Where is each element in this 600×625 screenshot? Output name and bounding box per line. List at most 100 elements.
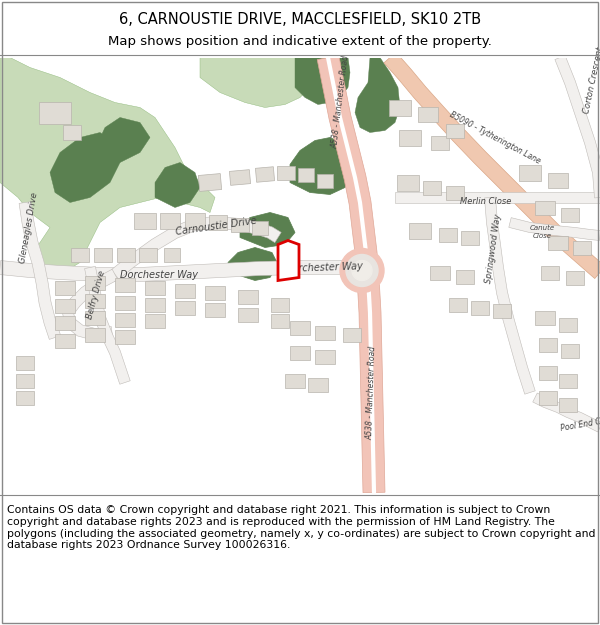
Bar	[145, 314, 165, 328]
Bar	[63, 125, 81, 140]
Bar	[271, 298, 289, 311]
Bar	[271, 314, 289, 328]
Polygon shape	[19, 202, 61, 339]
Polygon shape	[290, 138, 355, 194]
Text: Pool End Close: Pool End Close	[560, 414, 600, 432]
Polygon shape	[62, 269, 118, 341]
Bar	[252, 221, 268, 234]
Bar	[115, 296, 135, 309]
Polygon shape	[395, 191, 600, 204]
Text: Merlin Close: Merlin Close	[460, 198, 511, 206]
Bar	[209, 215, 227, 230]
Bar	[559, 398, 577, 411]
Bar	[430, 266, 450, 279]
Bar	[117, 248, 135, 261]
Bar	[389, 99, 411, 116]
Bar	[548, 173, 568, 188]
Bar	[446, 186, 464, 199]
Bar	[439, 228, 457, 241]
Bar	[539, 366, 557, 379]
Text: Contains OS data © Crown copyright and database right 2021. This information is : Contains OS data © Crown copyright and d…	[7, 506, 596, 550]
Bar	[85, 311, 105, 324]
Bar	[185, 213, 205, 229]
Bar	[471, 301, 489, 314]
Bar	[39, 101, 71, 124]
Bar	[559, 374, 577, 388]
Bar	[139, 248, 157, 261]
Text: Dorchester Way: Dorchester Way	[120, 269, 198, 279]
Bar	[535, 201, 555, 214]
Circle shape	[346, 254, 378, 286]
Bar	[399, 129, 421, 146]
Bar	[277, 166, 295, 179]
Text: Map shows position and indicative extent of the property.: Map shows position and indicative extent…	[108, 35, 492, 48]
Bar	[343, 328, 361, 341]
Bar	[85, 328, 105, 341]
Polygon shape	[278, 241, 299, 281]
Bar	[449, 298, 467, 311]
Text: B5090 - Tytherington Lane: B5090 - Tytherington Lane	[448, 109, 542, 166]
Polygon shape	[111, 216, 281, 279]
Bar	[539, 338, 557, 351]
Bar	[115, 329, 135, 344]
Bar	[409, 222, 431, 239]
Bar	[205, 302, 225, 316]
Bar	[418, 107, 438, 122]
Polygon shape	[509, 217, 600, 241]
Bar	[298, 168, 314, 181]
Bar	[290, 321, 310, 334]
Bar	[539, 391, 557, 404]
Bar	[160, 213, 180, 229]
Bar	[541, 266, 559, 279]
Bar	[55, 299, 75, 312]
Text: Dorchester Way: Dorchester Way	[285, 262, 364, 274]
Text: Belfry Drive: Belfry Drive	[85, 269, 107, 319]
Bar	[164, 248, 180, 261]
Bar	[431, 136, 449, 149]
Bar	[548, 236, 568, 249]
Polygon shape	[200, 58, 315, 108]
Bar	[308, 378, 328, 391]
Bar	[134, 213, 156, 229]
Bar	[315, 349, 335, 364]
Bar	[559, 318, 577, 331]
Bar	[290, 346, 310, 359]
Polygon shape	[155, 162, 200, 208]
Bar	[16, 356, 34, 369]
Bar	[561, 208, 579, 221]
Text: Springwood Way: Springwood Way	[484, 214, 503, 284]
Text: 6, CARNOUSTIE DRIVE, MACCLESFIELD, SK10 2TB: 6, CARNOUSTIE DRIVE, MACCLESFIELD, SK10 …	[119, 12, 481, 27]
Bar	[566, 271, 584, 284]
Bar	[55, 281, 75, 294]
Polygon shape	[240, 213, 295, 248]
Text: Gleneagles Drive: Gleneagles Drive	[18, 192, 40, 264]
Polygon shape	[485, 197, 535, 394]
Polygon shape	[85, 266, 130, 384]
Polygon shape	[317, 56, 385, 493]
Bar	[229, 169, 251, 186]
Bar	[397, 174, 419, 191]
Polygon shape	[0, 261, 355, 281]
Bar	[175, 301, 195, 314]
Bar	[205, 286, 225, 299]
Polygon shape	[384, 52, 600, 279]
Bar	[573, 241, 591, 254]
Bar	[94, 248, 112, 261]
Circle shape	[352, 261, 372, 281]
Polygon shape	[0, 58, 215, 278]
Text: Corton Crescent: Corton Crescent	[582, 46, 600, 114]
Bar	[285, 374, 305, 388]
Circle shape	[340, 249, 384, 292]
Bar	[85, 294, 105, 308]
Polygon shape	[355, 58, 400, 132]
Bar	[85, 276, 105, 289]
Bar	[71, 248, 89, 261]
Polygon shape	[228, 248, 278, 281]
Bar	[423, 181, 441, 194]
Polygon shape	[50, 132, 120, 202]
Bar	[238, 289, 258, 304]
Text: Carnoustie Drive: Carnoustie Drive	[175, 215, 257, 236]
Bar	[519, 164, 541, 181]
Bar	[456, 269, 474, 284]
Bar	[115, 312, 135, 326]
